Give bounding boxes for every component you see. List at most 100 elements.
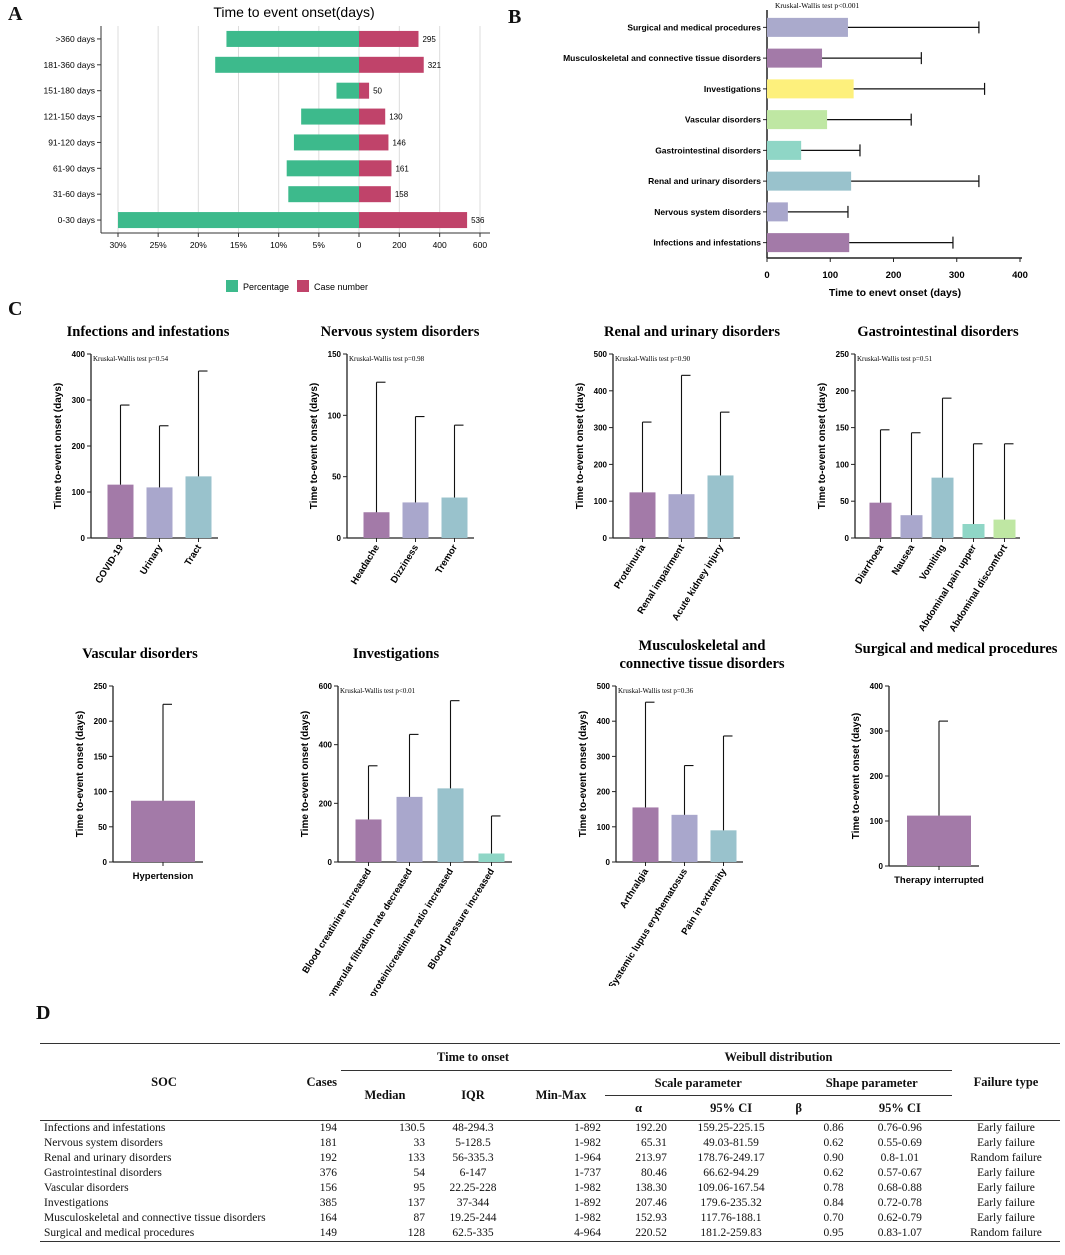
percentage-bar — [293, 134, 359, 151]
y-tick-label: 400 — [594, 387, 608, 396]
table-cell: Surgical and medical procedures — [44, 1227, 195, 1239]
table-cell: 0.95 — [823, 1227, 844, 1239]
percentage-bar — [118, 212, 359, 229]
y-tick-label: 400 — [597, 717, 611, 726]
table-cell: 133 — [407, 1152, 425, 1164]
y-tick-label: 200 — [319, 799, 333, 808]
subplot-title: Vascular disorders — [82, 646, 198, 662]
subplot-annotation: Kruskal-Wallis test p=0.54 — [93, 355, 169, 363]
table-cell: 207.46 — [635, 1197, 667, 1209]
y-tick-label: 200 — [597, 788, 611, 797]
case-number-label: 295 — [422, 35, 436, 44]
bar-investigations — [767, 79, 854, 99]
case-number-bar — [359, 82, 370, 99]
percentage-bar — [286, 160, 359, 177]
table-cell: 0.83-1.07 — [877, 1227, 922, 1239]
subplot-musculoskeletal-and-connective-tissue-disorders: Musculoskeletal and connective tissue dis… — [578, 638, 785, 986]
table-cell: Early failure — [977, 1182, 1035, 1194]
header-ci2: 95% CI — [878, 1100, 921, 1115]
table-cell: 0.72-0.78 — [877, 1197, 922, 1209]
bar-acute-kidney-injury — [707, 475, 734, 538]
table-cell: 87 — [413, 1212, 426, 1224]
bar-glomerular-filtration-rate-decreased — [396, 796, 423, 862]
subplot-title: Infections and infestations — [67, 324, 230, 340]
bar-pain-in-extremity — [710, 830, 737, 862]
y-tick-label: 150 — [94, 752, 108, 761]
table-cell: Random failure — [970, 1227, 1042, 1239]
x-tick-label: 400 — [433, 240, 447, 250]
table-cell: 65.31 — [640, 1137, 667, 1149]
y-tick-label: 100 — [594, 497, 608, 506]
category-label: Investigations — [704, 84, 761, 94]
x-tick-label: Tract — [183, 542, 205, 568]
table-cell: 0.68-0.88 — [877, 1182, 922, 1194]
table-cell: 48-294.3 — [452, 1122, 494, 1134]
subplot-title: connective tissue disorders — [619, 656, 784, 672]
table-cell: 33 — [413, 1137, 426, 1149]
table-row: Surgical and medical procedures 149 128 62.… — [40, 1226, 1060, 1242]
category-label: Nervous system disorders — [654, 207, 761, 217]
table-row: Musculoskeletal and connective tissue di… — [40, 1211, 1060, 1226]
case-number-bar — [359, 160, 392, 177]
case-number-label: 536 — [471, 216, 485, 225]
y-tick-label: 500 — [597, 682, 611, 691]
panel-a-title: Time to event onset(days) — [213, 4, 374, 20]
table-cell: 181.2-259.83 — [700, 1227, 762, 1239]
table-cell: 156 — [319, 1182, 337, 1194]
y-tick-label: 50 — [840, 497, 849, 506]
x-tick-label: 100 — [822, 270, 838, 281]
x-tick-label: 25% — [150, 240, 167, 250]
bar-arthralgia — [632, 807, 659, 862]
legend-case-number-swatch — [297, 280, 309, 292]
percentage-bar — [288, 186, 359, 203]
category-label: Vascular disorders — [685, 115, 761, 125]
subplot-title: Renal and urinary disorders — [604, 324, 780, 340]
legend-percentage-label: Percentage — [243, 282, 289, 292]
case-number-bar — [359, 108, 386, 125]
y-tick-label: 400 — [319, 741, 333, 750]
bar-proteinuria — [629, 492, 656, 538]
y-tick-label: 400 — [870, 682, 884, 691]
bar-covid-19 — [107, 484, 134, 538]
bar-urinary — [146, 487, 173, 538]
table-cell: 137 — [407, 1197, 425, 1209]
y-tick-label: 100 — [328, 411, 342, 420]
y-axis-label: Time to-event onset (days) — [300, 711, 311, 838]
x-tick-label: 5% — [313, 240, 326, 250]
x-tick-label: 0 — [357, 240, 362, 250]
header-alpha: α — [635, 1100, 642, 1115]
y-tick-label: 0 — [606, 858, 611, 867]
y-axis-label: Time to-event onset (days) — [75, 711, 86, 838]
x-tick-label: Nausea — [890, 542, 918, 577]
table-cell: 0.62-0.79 — [877, 1212, 922, 1224]
header-soc: SOC — [151, 1074, 177, 1089]
case-number-bar — [359, 134, 389, 151]
y-axis-label: Time to-event onset (days) — [851, 713, 862, 840]
table-row: Nervous system disorders 181 33 5-128.5 1-98… — [40, 1136, 1060, 1151]
table-cell: 66.62-94.29 — [703, 1167, 759, 1179]
panel-a-chart: Time to event onset(days) 295 321 50 130 146… — [43, 4, 490, 292]
table-cell: 0.70 — [823, 1212, 844, 1224]
x-tick-label: 15% — [230, 240, 247, 250]
table-cell: 1-982 — [574, 1137, 601, 1149]
legend-case-number-label: Case number — [314, 282, 368, 292]
table-cell: 213.97 — [635, 1152, 667, 1164]
table-cell: Renal and urinary disorders — [44, 1152, 172, 1164]
category-label: 181-360 days — [43, 60, 95, 70]
bar-gastrointestinal-disorders — [767, 140, 802, 160]
table-cell: 376 — [319, 1167, 337, 1179]
y-axis-label: Time to-event onset (days) — [309, 383, 320, 510]
bar-urine-protein-creatinine-ratio-increased — [437, 788, 464, 862]
subplot-surgical-and-medical-procedures: Surgical and medical procedures 0 100 200 30… — [851, 641, 1058, 886]
bar-therapy-interrupted — [907, 815, 971, 866]
table-cell: 194 — [319, 1122, 337, 1134]
x-tick-label: Urinary — [138, 542, 165, 577]
header-weibull: Weibull distribution — [605, 1043, 952, 1071]
table-cell: 95 — [413, 1182, 426, 1194]
x-tick-label: Diarrhoea — [853, 542, 886, 586]
y-axis-label: Time to-event onset (days) — [817, 383, 828, 510]
case-number-label: 50 — [373, 87, 382, 96]
y-tick-label: 100 — [836, 460, 850, 469]
subplot-annotation: Kruskal-Wallis test p=0.90 — [615, 355, 691, 363]
subplot-title: Gastrointestinal disorders — [857, 324, 1019, 340]
